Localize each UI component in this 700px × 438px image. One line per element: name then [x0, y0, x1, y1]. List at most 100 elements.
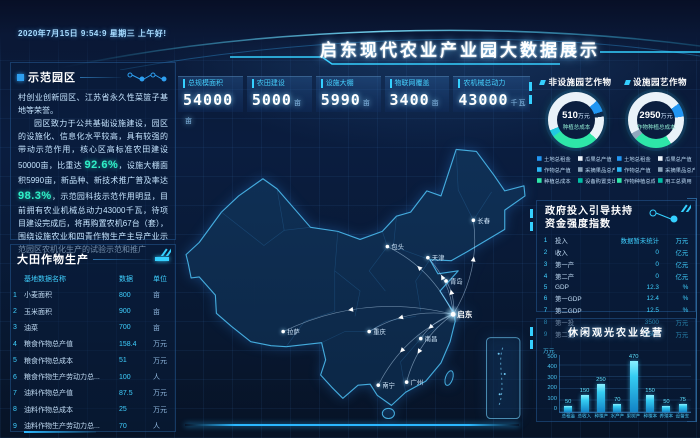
donut-panel-title-row: 设施园艺作物 [624, 76, 687, 88]
donut-panel: 非设施园艺作物 510万元 种植总成本 土地总租金 瓜果总产值 作物总产值 采摘果品总… [536, 74, 616, 196]
right-bracket-frame [687, 198, 697, 422]
row-name: 油菜 [24, 324, 38, 332]
donut-panel-title: 非设施园艺作物 [548, 77, 612, 87]
map-city: 包头 [385, 242, 404, 251]
row-unit: 人 [153, 423, 160, 431]
legend-label: 设备购置支出 [584, 179, 616, 185]
table-row: 3 油菜 700 亩 [11, 320, 175, 336]
donut-panel: 设施园艺作物 2950万元 作物种植总成本 土地总租金 瓜果总产值 作物总产值 采摘果… [616, 74, 696, 196]
corner-slashes-decoration [157, 248, 171, 256]
arrow-icon [441, 274, 446, 281]
divider-line [80, 76, 121, 78]
bar [678, 404, 687, 412]
row-name: 第二投 [554, 332, 575, 340]
gov-title-line2: 资金强度指数 [545, 218, 611, 230]
tick-icon [624, 79, 631, 85]
map-city-label: 包头 [391, 242, 404, 251]
map-city-label: 拉萨 [287, 327, 300, 336]
highlight-ratio: 92.6% [84, 158, 119, 171]
donut-panel-title-row: 非设施园艺作物 [539, 76, 612, 88]
legend-label: 土地总租金 [544, 157, 571, 163]
table-row: 1 小麦面积 800 亩 [11, 287, 175, 303]
bar-value: 150 [579, 388, 590, 394]
row-name: 粮食作物生产劳动力总... [24, 374, 100, 382]
table-row: 8 油料作物总成本 25 万元 [11, 402, 175, 418]
row-unit: 万元 [153, 357, 167, 365]
park-paragraph-body: 园区致力于公共基础设施建设，园区的设施化、信息化水平较高，具有较强的带动示范作用… [18, 118, 169, 255]
bottom-left-line [24, 431, 96, 433]
circuit-icon [127, 72, 167, 82]
legend-item: 瓜果总产值 [577, 154, 616, 163]
field-crop-table-body: 1 小麦面积 800 亩 2 玉米面积 900 亩 3 油菜 700 亩 4 粮食作物总产值 158.4 万元… [11, 287, 175, 434]
stat-unit: 亩 [185, 118, 193, 125]
bar-category: 水产产 [610, 414, 625, 420]
donut-value: 510万元 [562, 109, 590, 121]
stat-value: 3400 亩 [389, 91, 440, 109]
legend-item: 采摘果品总产值 [657, 165, 695, 174]
arrow-icon [417, 265, 423, 272]
bar-chart-title: 休闲观光农业经营 [568, 328, 664, 339]
legend-label: 采摘果品总产值 [584, 168, 616, 174]
row-value: 87.5 [119, 389, 133, 397]
table-row: 7 第二GDP 12.5% [542, 305, 691, 317]
map-city-label: 重庆 [373, 327, 386, 336]
map-city: 南昌 [418, 334, 437, 343]
panel-park-title: 示范园区 [28, 72, 76, 84]
map-city: 拉萨 [281, 327, 300, 336]
flight-arc [377, 314, 454, 386]
legend-swatch [617, 156, 622, 161]
legend-swatch [657, 167, 663, 172]
col-header: 数据 [119, 276, 133, 283]
table-row: 1 投入 数据暂未统计 万元 [542, 234, 691, 246]
stat-label: 农田建设 [251, 79, 312, 88]
bar [580, 395, 589, 412]
row-name: 油料作物总成本 [24, 406, 73, 414]
datetime-text: 2020年7月15日 9:54:9 星期三 上午好! [18, 29, 167, 38]
row-name: 玉米面积 [24, 308, 52, 316]
legend-swatch [617, 167, 622, 172]
flight-arc [387, 246, 454, 315]
row-name: 粮食作物总产值 [24, 341, 73, 349]
map-city-label: 长春 [477, 216, 490, 225]
y-tick: 200 [547, 385, 557, 392]
row-unit: 万元 [675, 237, 689, 245]
stat-label: 农机械总动力 [458, 79, 530, 88]
row-value: 0 [655, 248, 659, 256]
square-icon [17, 73, 24, 81]
table-row: 3 第一产 0 亿元 [542, 258, 691, 270]
bar-value: 50 [663, 399, 670, 405]
bar-category: 总租金 [561, 414, 576, 420]
stat-cards: 总规模面积 54000亩 农田建设 5000 亩 设施大棚 5990 亩 物联网覆盖… [178, 76, 530, 125]
legend-label: 作物种植总成本 [624, 179, 655, 185]
y-tick: 500 [547, 354, 557, 360]
row-name: 第一投 [554, 320, 575, 328]
map-city-label: 南宁 [382, 381, 395, 390]
row-value: 158.4 [119, 340, 137, 348]
arrow-icon [470, 256, 476, 262]
panel-horticulture-crops: 非设施园艺作物 510万元 种植总成本 土地总租金 瓜果总产值 作物总产值 采摘果品总… [529, 74, 696, 196]
legend-item: 作物总产值 [537, 165, 575, 174]
stat-card: 总规模面积 54000亩 [178, 76, 243, 125]
row-name: 粮食作物总成本 [24, 357, 73, 365]
map-city: 青岛 [444, 276, 463, 285]
row-unit: 亩 [153, 324, 160, 332]
legend-item: 土地总租金 [617, 154, 655, 163]
bar-category: 种植产 [594, 414, 608, 420]
stat-unit: 亩 [362, 100, 371, 107]
row-name: 油料作物生产劳动力总... [24, 423, 100, 431]
y-tick: 300 [547, 374, 557, 381]
gov-fund-table: 1 投入 数据暂未统计 万元 2 收入 0 亿元 3 第一产 0 亿元 4 第二产 0 亿元 5 GDP 12.3%… [542, 234, 691, 341]
map-city-label: 青岛 [450, 276, 463, 285]
legend-item: 用工总费用 [657, 176, 696, 185]
circuit-icon [649, 209, 678, 223]
bar [629, 361, 638, 412]
row-unit: 万元 [675, 332, 689, 340]
row-value: 700 [119, 324, 131, 332]
map-hub-city: 启东 [444, 305, 473, 324]
legend-label: 用工总费用 [664, 179, 692, 185]
legend-item: 采摘果品总产值 [577, 165, 616, 174]
